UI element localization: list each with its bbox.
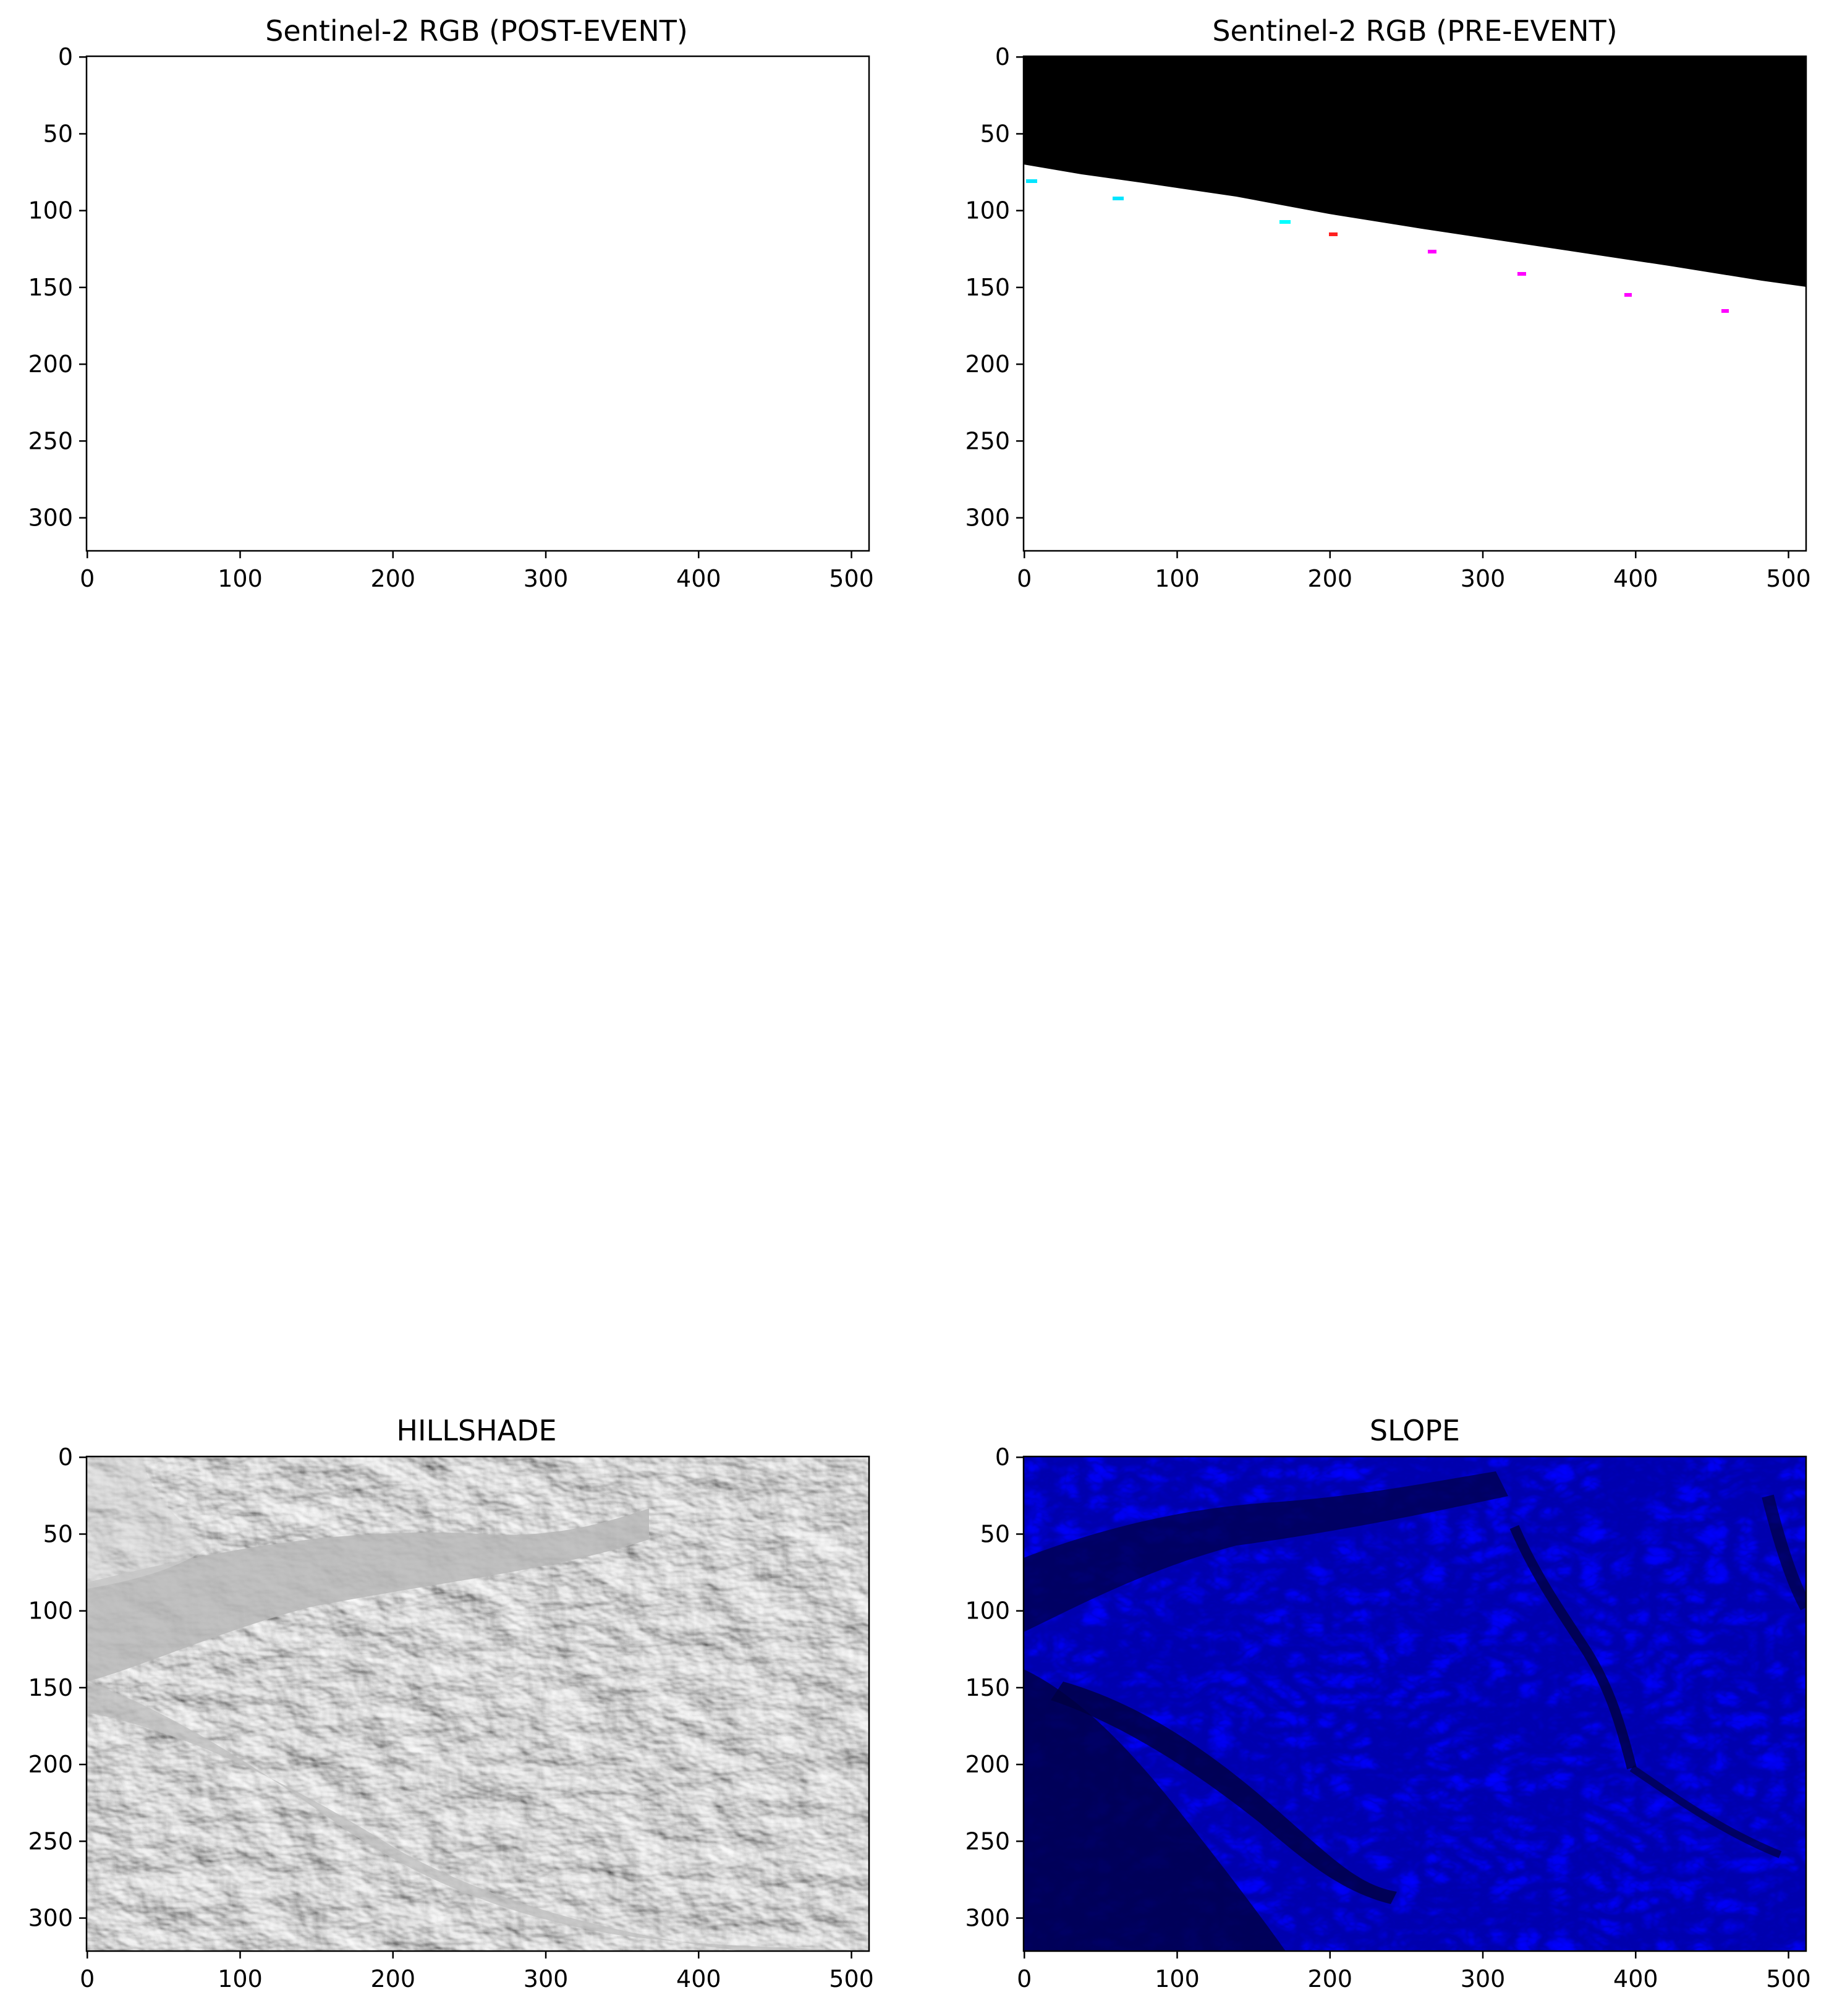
x-tick-label: 500 <box>1766 565 1811 592</box>
x-axis: 0 100 200 300 400 500 <box>1017 551 1811 592</box>
x-tick-label: 400 <box>676 1965 721 1993</box>
x-tick-label: 400 <box>1613 565 1658 592</box>
y-tick-label: 50 <box>980 1520 1010 1547</box>
y-tick-label: 200 <box>28 1751 73 1778</box>
hillshade-image <box>87 1457 869 1951</box>
nodata-region <box>1024 56 1806 287</box>
x-tick-label: 500 <box>1766 1965 1811 1993</box>
panel-post-event: Sentinel-2 RGB (POST-EVENT) 0 50 100 150 200… <box>28 14 873 592</box>
y-tick-label: 300 <box>28 504 73 532</box>
x-axis: 0 100 200 300 400 500 <box>1017 1951 1811 1993</box>
x-tick-label: 200 <box>1308 1965 1353 1993</box>
x-tick-label: 100 <box>1155 1965 1200 1993</box>
panel-slope: SLOPE 0 50 100 150 200 250 300 0 100 200 300 400 50… <box>965 1414 1810 1993</box>
y-tick-label: 50 <box>43 120 73 147</box>
x-tick-label: 300 <box>1461 1965 1506 1993</box>
x-tick-label: 200 <box>371 565 416 592</box>
edge-artifacts <box>1026 179 1729 313</box>
y-tick-label: 0 <box>995 43 1010 70</box>
y-tick-label: 250 <box>965 427 1010 454</box>
axes-frame <box>1022 55 1807 552</box>
y-tick-label: 0 <box>58 43 73 70</box>
y-tick-label: 100 <box>965 197 1010 224</box>
x-tick-label: 500 <box>829 565 874 592</box>
y-tick-label: 300 <box>28 1905 73 1932</box>
x-tick-label: 100 <box>218 565 263 592</box>
x-tick-label: 100 <box>1155 565 1200 592</box>
panel-title: HILLSHADE <box>396 1414 556 1447</box>
axes-frame <box>85 1455 870 1952</box>
x-axis: 0 100 200 300 400 500 <box>80 551 874 592</box>
x-tick-label: 500 <box>829 1965 874 1993</box>
y-axis: 0 50 100 150 200 250 300 <box>28 1444 87 1932</box>
y-tick-label: 150 <box>28 1674 73 1701</box>
y-tick-label: 100 <box>965 1597 1010 1625</box>
y-axis: 0 50 100 150 200 250 300 <box>965 43 1024 532</box>
x-axis: 0 100 200 300 400 500 <box>80 1951 874 1993</box>
y-tick-label: 0 <box>58 1444 73 1471</box>
y-tick-label: 200 <box>965 351 1010 378</box>
y-tick-label: 50 <box>980 120 1010 147</box>
y-tick-label: 300 <box>965 504 1010 532</box>
panel-hillshade: HILLSHADE 0 50 100 150 200 250 300 0 100 200 300 4… <box>28 1414 873 1993</box>
x-tick-label: 100 <box>218 1965 263 1993</box>
x-tick-label: 300 <box>1461 565 1506 592</box>
y-tick-label: 50 <box>43 1520 73 1547</box>
axes-frame <box>85 55 870 552</box>
x-tick-label: 300 <box>524 565 569 592</box>
y-tick-label: 200 <box>28 351 73 378</box>
y-axis: 0 50 100 150 200 250 300 <box>28 43 87 532</box>
x-tick-label: 0 <box>80 565 95 592</box>
x-tick-label: 400 <box>1613 1965 1658 1993</box>
y-tick-label: 300 <box>965 1905 1010 1932</box>
y-tick-label: 250 <box>28 427 73 454</box>
panel-title: Sentinel-2 RGB (PRE-EVENT) <box>1212 14 1617 48</box>
y-tick-label: 250 <box>965 1827 1010 1855</box>
y-tick-label: 150 <box>965 274 1010 301</box>
y-tick-label: 0 <box>995 1444 1010 1471</box>
axes-frame <box>1022 1455 1807 1952</box>
y-tick-label: 100 <box>28 1597 73 1625</box>
x-tick-label: 200 <box>1308 565 1353 592</box>
post-event-image <box>87 56 869 551</box>
x-tick-label: 0 <box>80 1965 95 1993</box>
x-tick-label: 300 <box>524 1965 569 1993</box>
panel-title: SLOPE <box>1370 1414 1460 1447</box>
x-tick-label: 400 <box>676 565 721 592</box>
x-tick-label: 200 <box>371 1965 416 1993</box>
y-tick-label: 200 <box>965 1751 1010 1778</box>
y-tick-label: 150 <box>965 1674 1010 1701</box>
panel-title: Sentinel-2 RGB (POST-EVENT) <box>265 14 688 48</box>
y-axis: 0 50 100 150 200 250 300 <box>965 1444 1024 1932</box>
y-tick-label: 100 <box>28 197 73 224</box>
y-tick-label: 150 <box>28 274 73 301</box>
panel-pre-event: Sentinel-2 RGB (PRE-EVENT) 0 50 100 150 200 2… <box>965 14 1810 592</box>
y-tick-label: 250 <box>28 1827 73 1855</box>
x-tick-label: 0 <box>1017 1965 1032 1993</box>
slope-image <box>1024 1457 1806 1951</box>
x-tick-label: 0 <box>1017 565 1032 592</box>
